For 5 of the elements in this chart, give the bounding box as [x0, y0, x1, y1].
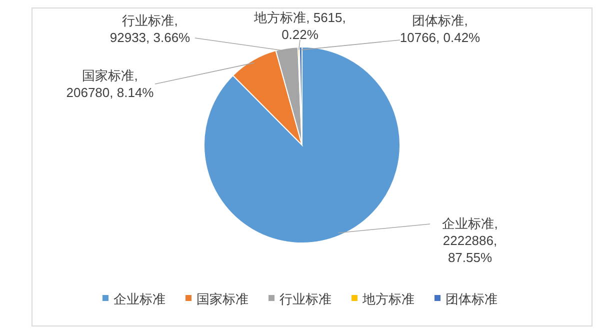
legend-label: 地方标准: [362, 291, 414, 306]
legend-label: 国家标准: [196, 291, 248, 306]
legend-label: 企业标准: [114, 291, 166, 306]
legend-label: 行业标准: [280, 291, 332, 306]
legend-label: 团体标准: [446, 291, 498, 306]
